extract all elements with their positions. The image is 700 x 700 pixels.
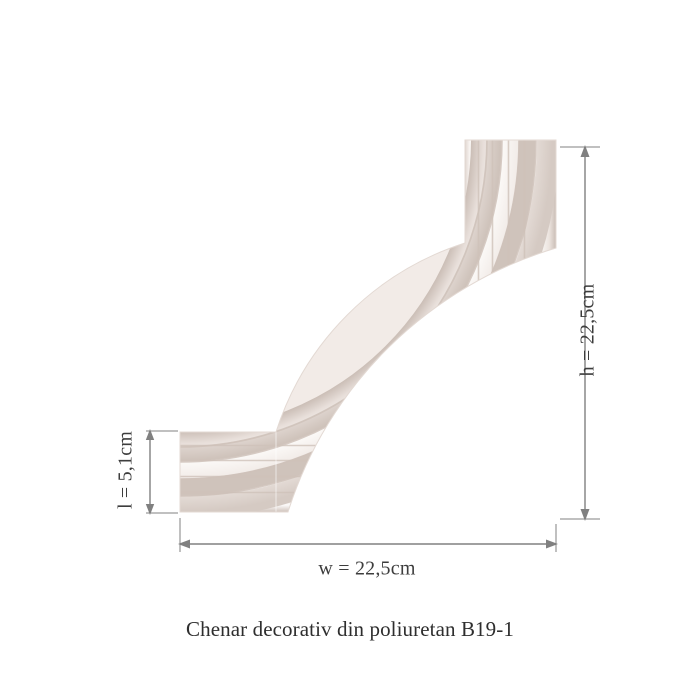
dimension-width bbox=[178, 518, 558, 552]
figure-caption: Chenar decorativ din poliuretan B19-1 bbox=[186, 617, 514, 641]
arrowhead-l-bottom bbox=[145, 504, 155, 515]
molding-mitre-highlights bbox=[275, 140, 556, 512]
dimension-label-profile: l = 5,1cm bbox=[114, 430, 137, 510]
dimension-height bbox=[560, 145, 600, 521]
molding-outline bbox=[179, 139, 557, 513]
dimension-profile bbox=[145, 429, 178, 515]
arrowhead-w-left bbox=[178, 539, 190, 549]
dimension-annotations bbox=[145, 145, 600, 552]
arrowhead-h-top bbox=[580, 145, 590, 157]
dimension-label-width: w = 22,5cm bbox=[318, 557, 416, 580]
arrowhead-h-bottom bbox=[580, 509, 590, 521]
molding-body bbox=[180, 140, 556, 512]
dimension-label-height: h = 22,5cm bbox=[576, 283, 599, 377]
arrowhead-l-top bbox=[145, 429, 155, 440]
arrowhead-w-right bbox=[546, 539, 558, 549]
